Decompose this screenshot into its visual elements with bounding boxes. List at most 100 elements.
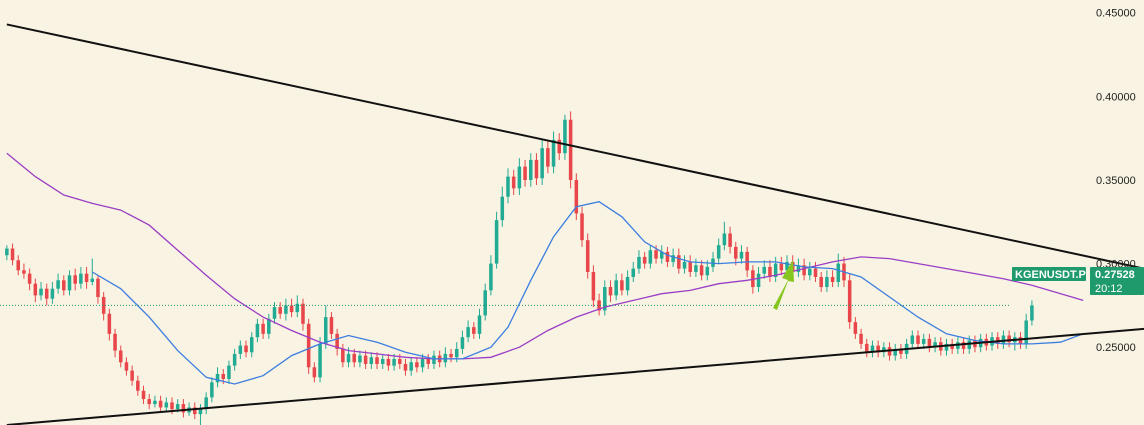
candle [648, 245, 653, 269]
candle [739, 245, 744, 264]
candle-body [608, 287, 613, 296]
candle-body [768, 266, 772, 277]
candle-body [642, 256, 647, 264]
candle-body [722, 233, 727, 246]
candle-body [403, 363, 408, 371]
candle-body [779, 263, 784, 271]
candle [1018, 332, 1023, 349]
candle [614, 273, 618, 301]
candle-body [728, 233, 732, 247]
symbol-tag: KGENUSDT.P [1012, 267, 1086, 281]
candle [153, 395, 157, 408]
candle-body [574, 179, 579, 214]
candle-body [517, 166, 522, 189]
candle-body [318, 343, 322, 378]
candle-body [620, 280, 624, 291]
candle [893, 343, 897, 361]
candle-body [267, 318, 271, 334]
candle [688, 255, 692, 277]
candle [278, 302, 282, 319]
candle-body [329, 317, 334, 334]
candle [335, 328, 339, 356]
candle [295, 295, 300, 318]
y-tick-label: 0.45000 [1096, 8, 1136, 20]
candle-body [426, 358, 431, 364]
candle-body [306, 323, 311, 368]
y-tick-label: 0.40000 [1096, 91, 1136, 103]
candle-body [489, 263, 493, 291]
candle [193, 402, 197, 420]
candle-body [665, 251, 670, 262]
candle [540, 139, 544, 185]
candle [244, 340, 248, 358]
candle-body [830, 276, 835, 282]
candle [756, 266, 761, 293]
candle-body [808, 268, 812, 276]
candle [927, 333, 932, 353]
candle-body [893, 348, 897, 356]
candle-body [836, 263, 841, 282]
candle-body [648, 250, 653, 264]
candle-body [734, 246, 738, 259]
candle [443, 347, 448, 368]
ma-slow-line [6, 152, 1084, 360]
y-tick-label: 0.35000 [1096, 175, 1136, 187]
candle-body [546, 148, 550, 167]
candle [591, 265, 596, 308]
candle [352, 348, 356, 368]
candle [523, 159, 527, 187]
candle [511, 169, 516, 196]
candle [580, 206, 584, 247]
candle [506, 168, 510, 204]
candle-body [961, 342, 966, 349]
candle-body [1024, 320, 1028, 344]
candle-body [227, 365, 231, 380]
candle-body [745, 251, 749, 271]
candle [472, 322, 476, 339]
candle-body [432, 355, 436, 364]
candle-body [375, 357, 379, 364]
candle-body [130, 370, 134, 381]
candle [603, 280, 607, 316]
candle [585, 233, 590, 279]
candle-body [392, 358, 396, 366]
candle [118, 345, 123, 368]
candle [819, 271, 823, 293]
candle-body [916, 335, 920, 344]
candle-body [363, 355, 368, 364]
candle [637, 250, 641, 274]
candle-body [585, 240, 590, 272]
candle-body [494, 220, 499, 264]
candle [56, 273, 60, 294]
candle-body [705, 266, 710, 276]
candle [534, 153, 539, 185]
candle [551, 131, 556, 174]
candle-body [90, 278, 95, 282]
candle-body [534, 159, 539, 179]
candle-body [147, 399, 151, 405]
candle-body [927, 338, 932, 348]
candle [882, 342, 886, 358]
candle-body [295, 303, 300, 313]
candle [921, 333, 926, 349]
candle-body [62, 280, 66, 291]
candle [227, 360, 231, 385]
candle-body [415, 362, 419, 368]
candle [392, 353, 396, 371]
support-trendline[interactable] [6, 323, 1144, 425]
candle-body [472, 327, 476, 334]
last-price-label: 0.27528 [1095, 269, 1135, 281]
candle [358, 350, 362, 368]
candle [10, 243, 15, 266]
candle [779, 256, 784, 276]
candle-body [96, 278, 100, 298]
last-price-tag: 0.27528 20:12 [1090, 267, 1144, 295]
countdown-label: 20:12 [1095, 283, 1123, 295]
candle-body [1007, 335, 1011, 343]
candle [113, 328, 117, 358]
candle-body [460, 337, 465, 349]
resistance-trendline[interactable] [6, 23, 1144, 283]
candle-body [699, 265, 704, 276]
